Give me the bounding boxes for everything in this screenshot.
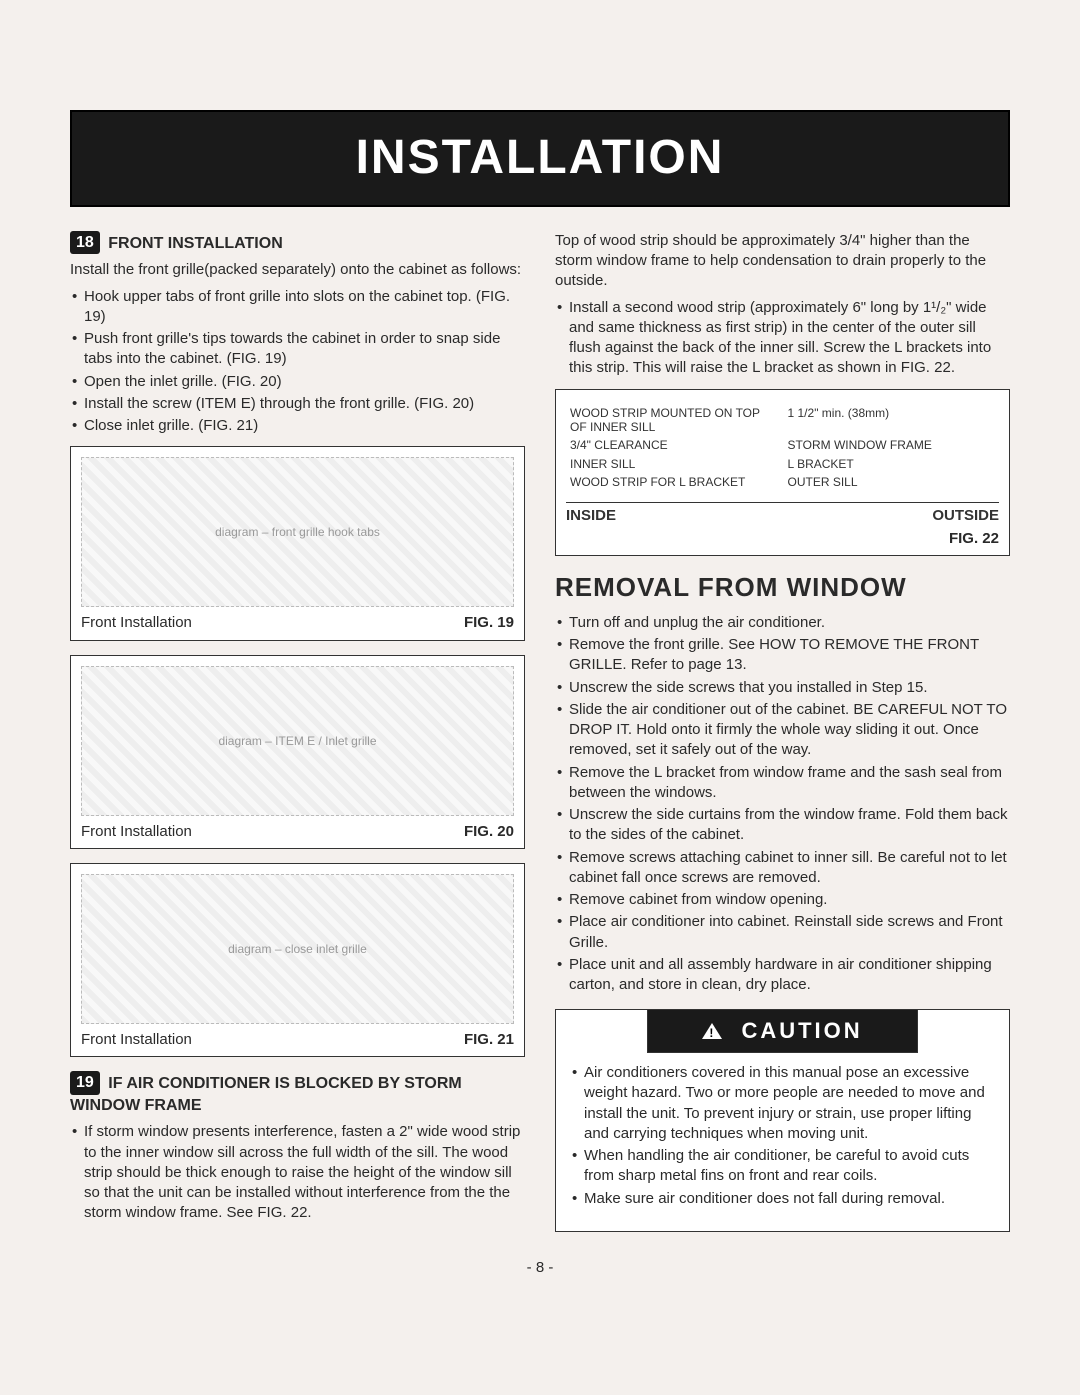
removal-bullet: Remove the L bracket from window frame a… bbox=[555, 763, 1010, 804]
removal-bullet: Turn off and unplug the air conditioner. bbox=[555, 613, 1010, 633]
fig22-inside-label: INSIDE bbox=[566, 507, 616, 525]
step18-bullet: Open the inlet grille. (FIG. 20) bbox=[70, 372, 525, 392]
removal-bullet: Unscrew the side screws that you install… bbox=[555, 678, 1010, 698]
step18-title-text: FRONT INSTALLATION bbox=[108, 235, 283, 252]
figure-21-caption-left: Front Installation bbox=[81, 1030, 192, 1050]
step18-bullet: Push front grille's tips towards the cab… bbox=[70, 329, 525, 370]
removal-bullet: Place air conditioner into cabinet. Rein… bbox=[555, 912, 1010, 953]
figure-19: diagram – front grille hook tabs Front I… bbox=[70, 446, 525, 640]
removal-bullet: Remove the front grille. See HOW TO REMO… bbox=[555, 635, 1010, 676]
fig22-label: 1 1/2" min. (38mm) bbox=[788, 406, 996, 435]
fig22-label: OUTER SILL bbox=[788, 475, 996, 489]
step18-bullet: Hook upper tabs of front grille into slo… bbox=[70, 287, 525, 328]
caution-label: CAUTION bbox=[741, 1018, 862, 1043]
left-column: 18 FRONT INSTALLATION Install the front … bbox=[70, 231, 525, 1234]
caution-bullet: When handling the air conditioner, be ca… bbox=[570, 1146, 995, 1187]
figure-21: diagram – close inlet grille Front Insta… bbox=[70, 863, 525, 1057]
figure-20-diagram: diagram – ITEM E / Inlet grille bbox=[81, 666, 514, 816]
fig22-label: WOOD STRIP FOR L BRACKET bbox=[570, 475, 778, 489]
figure-21-diagram: diagram – close inlet grille bbox=[81, 874, 514, 1024]
step19-continuation: Top of wood strip should be approximatel… bbox=[555, 231, 1010, 292]
fig22-label: L BRACKET bbox=[788, 457, 996, 471]
removal-bullet: Place unit and all assembly hardware in … bbox=[555, 955, 1010, 996]
step19-badge: 19 bbox=[70, 1071, 100, 1095]
caution-bullets: Air conditioners covered in this manual … bbox=[570, 1063, 995, 1209]
removal-bullets: Turn off and unplug the air conditioner.… bbox=[555, 613, 1010, 996]
figure-20-caption-left: Front Installation bbox=[81, 822, 192, 842]
wood-strip-bullet: Install a second wood strip (approximate… bbox=[555, 298, 1010, 379]
fig22-label: INNER SILL bbox=[570, 457, 778, 471]
step18-bullet: Close inlet grille. (FIG. 21) bbox=[70, 416, 525, 436]
step18-badge: 18 bbox=[70, 231, 100, 255]
figure-20: diagram – ITEM E / Inlet grille Front In… bbox=[70, 655, 525, 849]
figure-22-label-grid: WOOD STRIP MOUNTED ON TOP OF INNER SILL … bbox=[566, 400, 999, 496]
fig22-label: STORM WINDOW FRAME bbox=[788, 438, 996, 452]
fig22-outside-label: OUTSIDE bbox=[932, 507, 999, 525]
caution-bullet: Make sure air conditioner does not fall … bbox=[570, 1189, 995, 1209]
step18-intro: Install the front grille(packed separate… bbox=[70, 260, 525, 280]
figure-19-caption-left: Front Installation bbox=[81, 613, 192, 633]
removal-bullet: Remove screws attaching cabinet to inner… bbox=[555, 848, 1010, 889]
figure-19-diagram: diagram – front grille hook tabs bbox=[81, 457, 514, 607]
step19-bullets: If storm window presents interference, f… bbox=[70, 1122, 525, 1223]
step18-bullets: Hook upper tabs of front grille into slo… bbox=[70, 287, 525, 437]
removal-heading: REMOVAL FROM WINDOW bbox=[555, 570, 1010, 605]
figure-22-caption-right: FIG. 22 bbox=[949, 529, 999, 549]
step19-heading: 19 IF AIR CONDITIONER IS BLOCKED BY STOR… bbox=[70, 1071, 525, 1116]
removal-bullet: Slide the air conditioner out of the cab… bbox=[555, 700, 1010, 761]
step19-bullet: If storm window presents interference, f… bbox=[70, 1122, 525, 1223]
step18-bullet: Install the screw (ITEM E) through the f… bbox=[70, 394, 525, 414]
figure-21-caption-right: FIG. 21 bbox=[464, 1030, 514, 1050]
caution-bullet: Air conditioners covered in this manual … bbox=[570, 1063, 995, 1144]
figure-19-caption-right: FIG. 19 bbox=[464, 613, 514, 633]
two-column-layout: 18 FRONT INSTALLATION Install the front … bbox=[70, 231, 1010, 1234]
step19-title-text: IF AIR CONDITIONER IS BLOCKED BY STORM W… bbox=[70, 1075, 462, 1114]
warning-triangle-icon bbox=[702, 1023, 722, 1039]
step18-heading: 18 FRONT INSTALLATION bbox=[70, 231, 525, 255]
installation-banner: INSTALLATION bbox=[70, 110, 1010, 207]
removal-bullet: Remove cabinet from window opening. bbox=[555, 890, 1010, 910]
page-number: - 8 - bbox=[70, 1258, 1010, 1278]
figure-20-caption-right: FIG. 20 bbox=[464, 822, 514, 842]
removal-bullet: Unscrew the side curtains from the windo… bbox=[555, 805, 1010, 846]
right-column: Top of wood strip should be approximatel… bbox=[555, 231, 1010, 1234]
caution-box: CAUTION Air conditioners covered in this… bbox=[555, 1009, 1010, 1231]
fig22-label: WOOD STRIP MOUNTED ON TOP OF INNER SILL bbox=[570, 406, 778, 435]
figure-22: WOOD STRIP MOUNTED ON TOP OF INNER SILL … bbox=[555, 389, 1010, 556]
fig22-label: 3/4" CLEARANCE bbox=[570, 438, 778, 452]
wood-strip-bullets: Install a second wood strip (approximate… bbox=[555, 298, 1010, 379]
caution-header: CAUTION bbox=[647, 1009, 919, 1053]
